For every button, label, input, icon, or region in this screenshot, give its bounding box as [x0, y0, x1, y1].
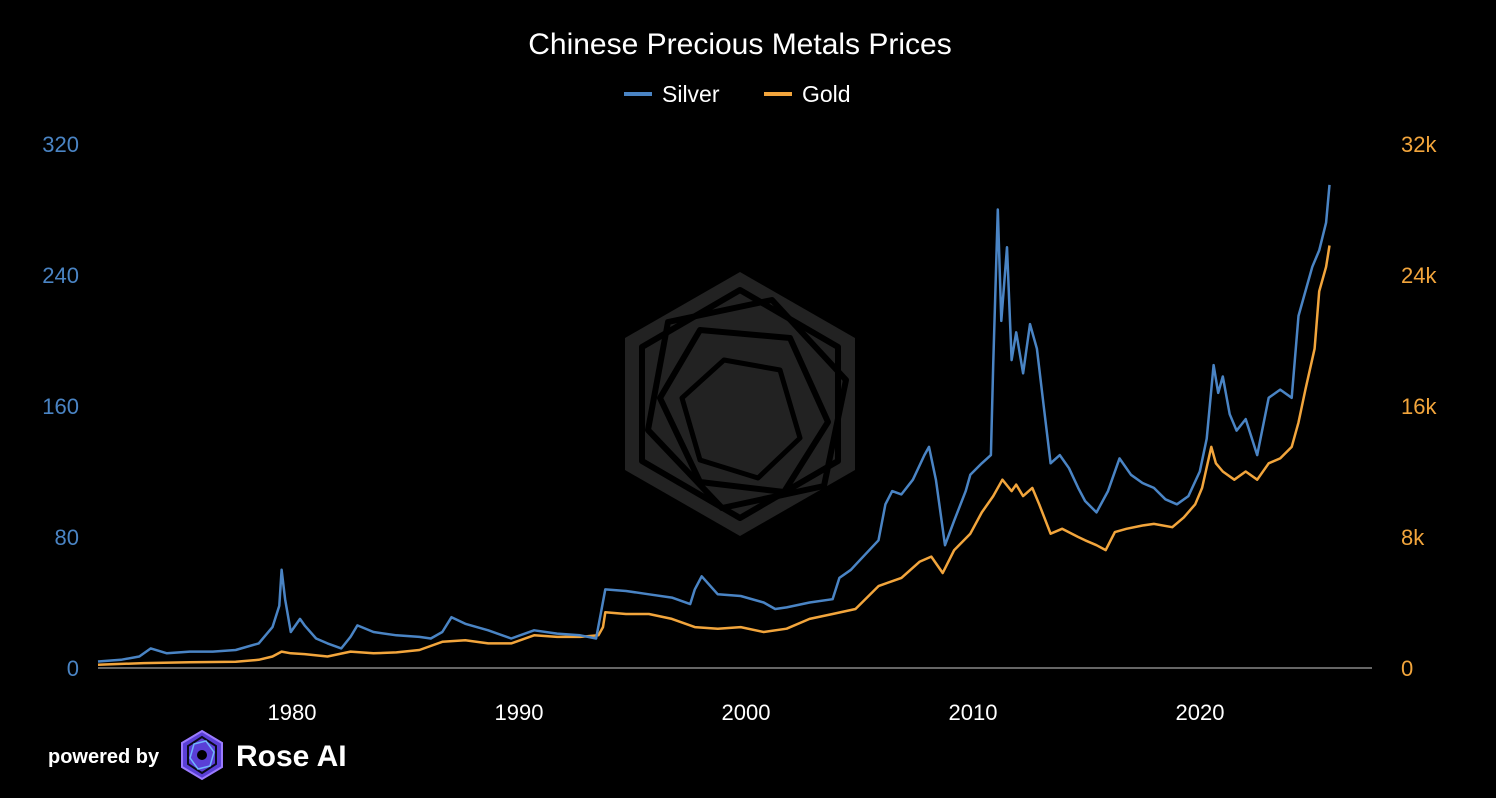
- y-left-tick-label: 240: [42, 263, 79, 288]
- x-tick-label: 1980: [268, 700, 317, 725]
- y-right-tick-label: 32k: [1401, 132, 1437, 157]
- x-tick-label: 2000: [722, 700, 771, 725]
- brand-name: Rose AI: [236, 740, 347, 773]
- y-left-tick-label: 160: [42, 394, 79, 419]
- y-left-tick-label: 320: [42, 132, 79, 157]
- brand-powered-by: powered by: [48, 746, 160, 768]
- y-left-tick-label: 0: [67, 656, 79, 681]
- y-left-tick-label: 80: [55, 525, 79, 550]
- x-tick-label: 2010: [949, 700, 998, 725]
- rose-ai-logo-icon: [181, 729, 223, 781]
- y-right-tick-label: 0: [1401, 656, 1413, 681]
- watermark-logo-icon: [625, 272, 855, 536]
- y-axis-left: 0 80 160 240 320: [42, 132, 79, 681]
- series-line-silver: [97, 184, 1331, 663]
- x-tick-label: 1990: [495, 700, 544, 725]
- x-tick-label: 2020: [1176, 700, 1225, 725]
- y-right-tick-label: 24k: [1401, 263, 1437, 288]
- y-axis-right: 0 8k 16k 24k 32k: [1401, 132, 1437, 681]
- series-line-gold: [97, 245, 1331, 666]
- x-axis: 1980 1990 2000 2010 2020: [268, 700, 1225, 725]
- y-right-tick-label: 8k: [1401, 525, 1425, 550]
- chart-title: Chinese Precious Metals Prices: [528, 28, 952, 61]
- legend-label-gold: Gold: [802, 81, 851, 107]
- legend-label-silver: Silver: [662, 81, 720, 107]
- legend: Silver Gold: [624, 81, 851, 107]
- brand: powered by Rose AI: [48, 729, 347, 781]
- y-right-tick-label: 16k: [1401, 394, 1437, 419]
